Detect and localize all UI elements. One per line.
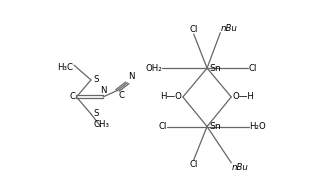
Text: Cl: Cl xyxy=(190,160,198,169)
Text: C: C xyxy=(69,92,75,101)
Text: H₃C: H₃C xyxy=(57,63,73,72)
Text: Cl: Cl xyxy=(190,25,198,34)
Text: OH₂: OH₂ xyxy=(146,64,162,73)
Text: N: N xyxy=(128,72,134,81)
Text: S: S xyxy=(93,109,98,118)
Text: CH₃: CH₃ xyxy=(94,121,110,129)
Text: H₂O: H₂O xyxy=(249,122,266,131)
Text: H—O: H—O xyxy=(160,93,182,101)
Text: N: N xyxy=(100,86,107,95)
Text: C: C xyxy=(118,91,124,100)
Text: Sn: Sn xyxy=(209,64,221,73)
Text: S: S xyxy=(93,75,98,84)
Text: O—H: O—H xyxy=(232,93,254,101)
Text: nBu: nBu xyxy=(220,24,237,33)
Text: nBu: nBu xyxy=(231,163,248,172)
Text: Sn: Sn xyxy=(209,122,221,131)
Text: Cl: Cl xyxy=(159,122,167,131)
Text: Cl: Cl xyxy=(248,64,256,73)
